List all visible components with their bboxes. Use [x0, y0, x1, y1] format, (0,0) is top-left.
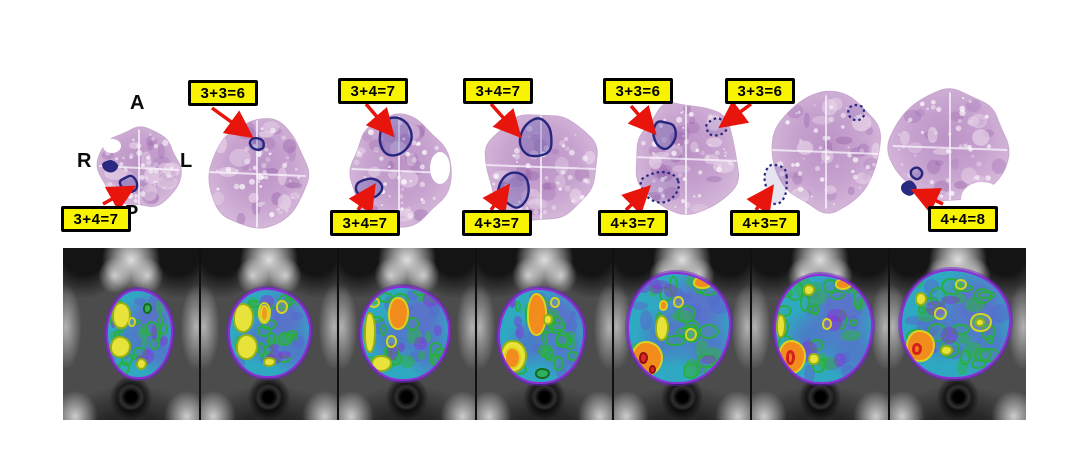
- prostate-overlay-map: [360, 285, 451, 381]
- histology-slides-graphic: [96, 88, 1010, 229]
- heatmap-red-region: [785, 350, 796, 366]
- gleason-score-label-slide4-top: 3+4=7: [463, 78, 533, 104]
- mri-panel-2: [200, 248, 337, 420]
- annotation-arrow: [102, 185, 137, 212]
- heatmap-yellow-region: [672, 295, 684, 308]
- heatmap-green-region: [142, 303, 152, 314]
- histology-slide-4: [484, 114, 598, 221]
- heatmap-yellow-region: [112, 301, 131, 330]
- heatmap-yellow-region: [776, 314, 786, 338]
- annotation-arrow: [746, 184, 775, 216]
- gleason-score-label-slide5-bottom: 4+3=7: [598, 210, 668, 236]
- gleason-score-label-slide3-bottom: 3+4=7: [330, 210, 400, 236]
- mri-row: [63, 248, 1027, 420]
- annotation-arrow: [718, 100, 753, 129]
- histology-slide-1: [96, 126, 182, 207]
- heatmap-yellow-region: [940, 345, 954, 356]
- heatmap-yellow-region: [974, 317, 986, 328]
- prostate-overlay-map: [774, 273, 874, 385]
- annotation-arrow: [482, 183, 511, 215]
- heatmap-yellow-region: [386, 335, 397, 348]
- heatmap-yellow-region: [109, 335, 131, 359]
- mri-panel-3: [338, 248, 475, 420]
- annotation-arrow: [627, 104, 657, 136]
- histology-slide-7: [887, 88, 1010, 216]
- heatmap-red-region: [638, 352, 648, 364]
- prostate-overlay-map: [106, 289, 173, 380]
- mri-panel-1: [63, 248, 199, 420]
- annotation-arrow: [210, 106, 254, 139]
- histology-slide-2: [208, 118, 310, 229]
- annotation-arrow: [621, 185, 651, 215]
- heatmap-yellow-region: [236, 334, 259, 361]
- gleason-score-label-slide2-top: 3+3=6: [188, 80, 258, 106]
- heatmap-red-region: [912, 343, 923, 355]
- annotation-arrow: [364, 102, 395, 138]
- orientation-label-anterior: A: [130, 92, 145, 114]
- heatmap-yellow-region: [550, 296, 560, 309]
- orientation-label-left: L: [180, 150, 193, 172]
- heatmap-yellow-region: [364, 311, 377, 354]
- heatmap-yellow-region: [275, 299, 289, 314]
- heatmap-orange-region: [658, 300, 668, 311]
- heatmap-red-region: [648, 365, 656, 374]
- gleason-score-label-slide5-top-left: 3+3=6: [603, 78, 673, 104]
- heatmap-green-region: [535, 367, 551, 379]
- heatmap-yellow-region: [914, 291, 928, 306]
- heatmap-orange-region: [777, 339, 807, 374]
- histology-slide-5: [635, 102, 739, 215]
- heatmap-yellow-region: [135, 358, 148, 371]
- gleason-score-label-slide5-top-right: 3+3=6: [725, 78, 795, 104]
- heatmap-yellow-region: [808, 352, 820, 366]
- heatmap-yellow-region: [802, 284, 816, 297]
- gleason-score-label-slide3-top: 3+4=7: [338, 78, 408, 104]
- heatmap-yellow-region: [654, 315, 669, 342]
- orientation-label-right: R: [77, 150, 92, 172]
- gleason-score-label-slide4-bottom: 4+3=7: [462, 210, 532, 236]
- heatmap-yellow-region: [821, 318, 833, 331]
- heatmap-orange-region: [834, 277, 853, 290]
- heatmap-yellow-region: [367, 296, 380, 308]
- heatmap-orange-region: [504, 347, 522, 370]
- heatmap-orange-region: [388, 296, 409, 330]
- heatmap-yellow-region: [543, 313, 553, 325]
- mri-panel-7: [890, 248, 1027, 420]
- annotation-arrow: [489, 102, 522, 139]
- prostate-overlay-map: [498, 287, 586, 385]
- heatmap-yellow-region: [371, 355, 392, 372]
- mri-panel-6: [752, 248, 889, 420]
- histology-slide-6: [763, 90, 881, 214]
- prostate-overlay-map: [626, 272, 732, 385]
- prostate-overlay-map: [899, 268, 1011, 380]
- annotation-arrow: [910, 188, 944, 214]
- gleason-score-label-slide6-bottom: 4+3=7: [730, 210, 800, 236]
- gleason-score-label-slide1-bottom: 3+4=7: [61, 206, 131, 232]
- heatmap-yellow-region: [233, 303, 254, 333]
- heatmap-orange-region: [692, 276, 714, 290]
- mri-panel-5: [614, 248, 751, 420]
- heatmap-yellow-region: [257, 301, 271, 324]
- prostate-overlay-map: [228, 287, 311, 378]
- heatmap-yellow-region: [684, 328, 698, 342]
- heatmap-yellow-region: [263, 356, 276, 367]
- mri-panel-4: [476, 248, 613, 420]
- gleason-score-label-slide7-bottom: 4+4=8: [928, 206, 998, 232]
- heatmap-yellow-region: [933, 306, 947, 320]
- heatmap-yellow-region: [128, 317, 136, 328]
- annotation-arrow: [348, 183, 376, 215]
- heatmap-yellow-region: [955, 279, 968, 290]
